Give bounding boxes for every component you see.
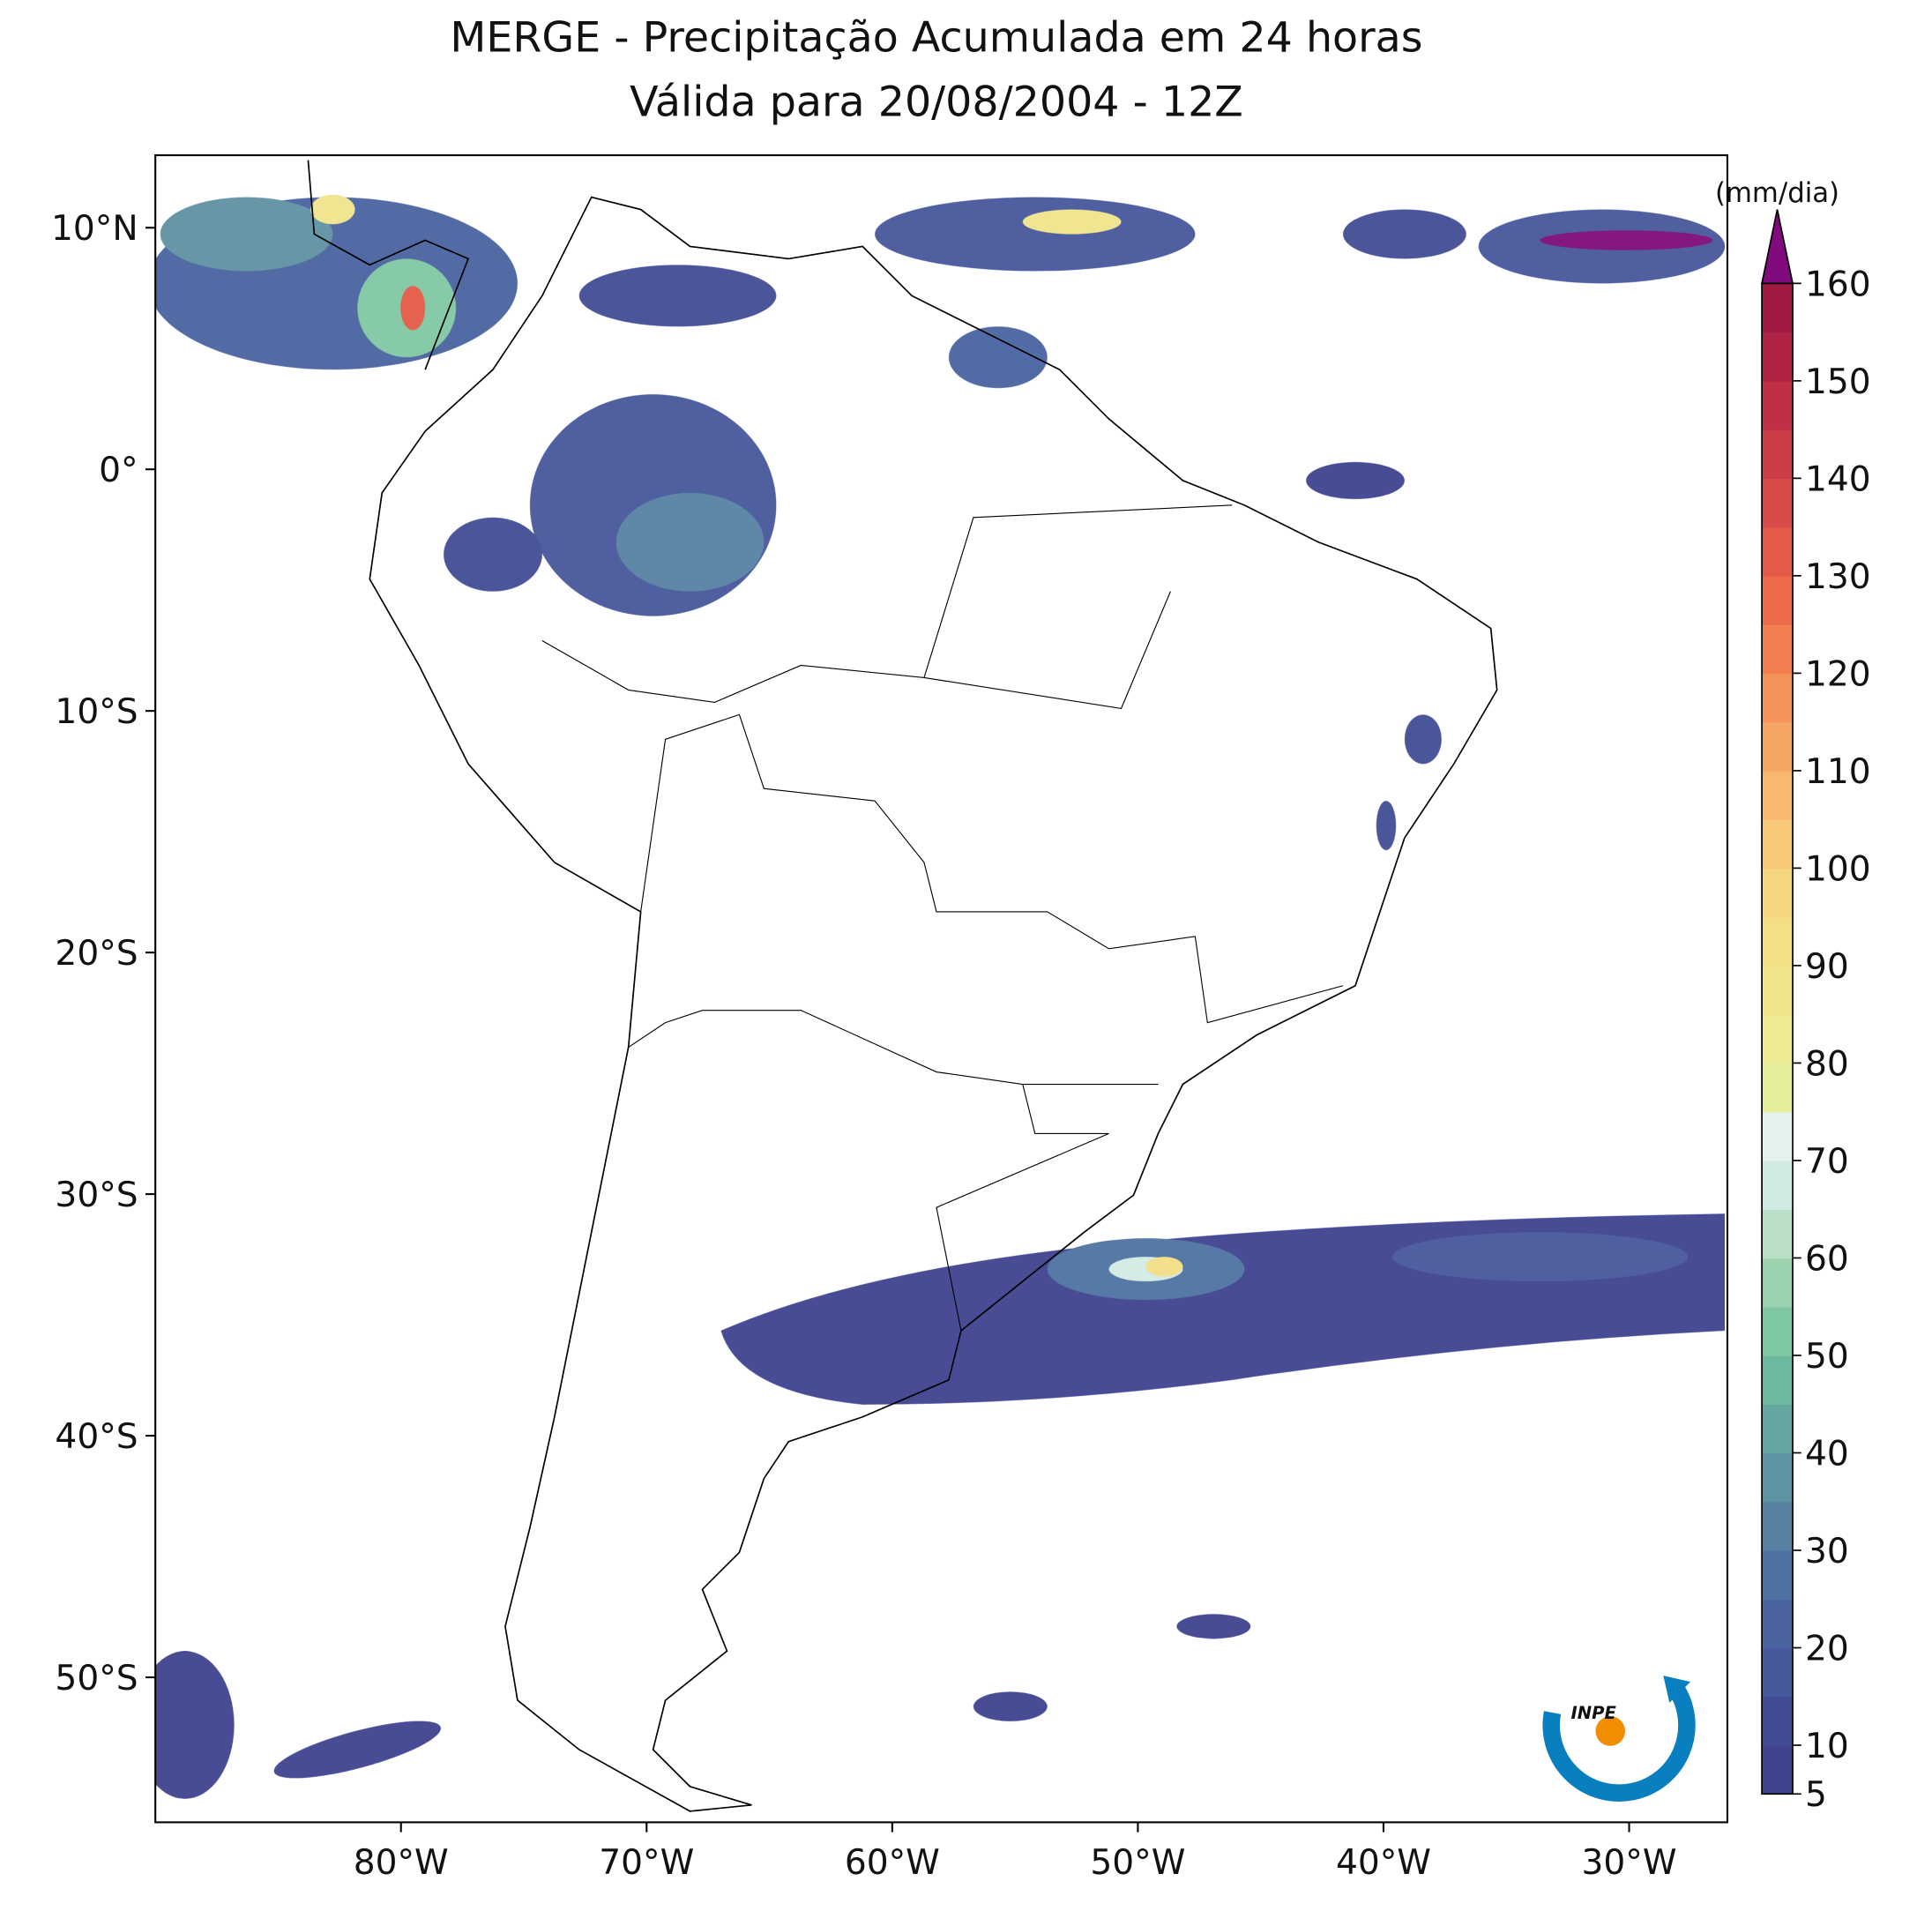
colorbar-bin (1762, 332, 1793, 382)
x-tick-label: 70°W (599, 1843, 694, 1883)
colorbar-bin (1762, 1063, 1793, 1113)
colorbar-bin (1762, 1355, 1793, 1405)
colorbar-bin (1762, 1258, 1793, 1308)
colorbar-tick-label: 60 (1805, 1239, 1849, 1279)
colorbar-bin (1762, 819, 1793, 870)
colorbar-extend (1761, 209, 1794, 285)
y-tick-label: 10°S (55, 692, 138, 732)
colorbar-bin (1762, 721, 1793, 772)
x-tick-label: 80°W (354, 1843, 449, 1883)
map-frame (154, 153, 1728, 1824)
colorbar-bin (1762, 1306, 1793, 1356)
colorbar-bin (1762, 868, 1793, 918)
x-tick-label: 30°W (1582, 1843, 1677, 1883)
colorbar-bin (1762, 770, 1793, 820)
chart-subtitle: Válida para 20/08/2004 - 12Z (630, 78, 1243, 126)
colorbar-tick-label: 160 (1805, 265, 1871, 304)
colorbar-tick-label: 10 (1805, 1727, 1849, 1766)
borders (541, 504, 1344, 1332)
colorbar-bin (1762, 1647, 1793, 1698)
colorbar-tick-label: 5 (1805, 1775, 1827, 1815)
colorbar-bin (1762, 916, 1793, 967)
colorbar-tick-label: 100 (1805, 849, 1871, 889)
colorbar-bin (1762, 429, 1793, 480)
colorbar-tick-label: 80 (1805, 1044, 1849, 1084)
precipitation (155, 194, 1726, 1799)
colorbar-bin (1762, 673, 1793, 723)
colorbar-frame (1761, 282, 1794, 1795)
colorbar-tick-label: 30 (1805, 1532, 1849, 1571)
colorbar-tick-label: 70 (1805, 1142, 1849, 1182)
colorbar-bin (1762, 1745, 1793, 1795)
colorbar-bin (1762, 1599, 1793, 1649)
x-tick-label: 40°W (1336, 1843, 1431, 1883)
colorbar-bin (1762, 478, 1793, 528)
colorbar-bin (1762, 283, 1793, 333)
y-tick-label: 40°S (55, 1417, 138, 1457)
chart-title: MERGE - Precipitação Acumulada em 24 hor… (450, 14, 1422, 63)
colorbar-tick-label: 110 (1805, 752, 1871, 792)
colorbar-tick-label: 130 (1805, 557, 1871, 597)
y-tick-label: 0° (99, 451, 138, 490)
colorbar-tick-label: 120 (1805, 654, 1871, 694)
colorbar-bin (1762, 965, 1793, 1015)
colorbar-bin (1762, 1452, 1793, 1503)
coastline (369, 196, 1498, 1812)
y-tick-label: 30°S (55, 1176, 138, 1215)
colorbar-bin (1762, 1014, 1793, 1064)
colorbar-bin (1762, 1501, 1793, 1551)
colorbar-tick-label: 40 (1805, 1434, 1849, 1474)
colorbar-bin (1762, 1549, 1793, 1600)
map (155, 160, 1726, 1812)
colorbar-tick-label: 150 (1805, 362, 1871, 402)
colorbar-bin (1762, 1696, 1793, 1746)
y-tick-label: 50°S (55, 1659, 138, 1698)
svg-text:INPE: INPE (1571, 1703, 1617, 1723)
colorbar-bin (1762, 380, 1793, 430)
coastline (307, 160, 470, 370)
colorbar-tick-label: 50 (1805, 1337, 1849, 1377)
y-tick-label: 20°S (55, 934, 138, 974)
x-tick-label: 50°W (1090, 1843, 1185, 1883)
colorbar-bin (1762, 1404, 1793, 1454)
x-tick-label: 60°W (845, 1843, 940, 1883)
colorbar-bin (1762, 1209, 1793, 1259)
colorbar-bin (1762, 1111, 1793, 1161)
colorbar-tick-label: 90 (1805, 947, 1849, 987)
colorbar-bin (1762, 624, 1793, 675)
colorbar-tick-label: 20 (1805, 1629, 1849, 1668)
y-tick-label: 10°N (51, 209, 138, 249)
colorbar-tick-label: 140 (1805, 459, 1871, 499)
inpe-logo: INPE (1542, 1676, 1696, 1802)
axes: 80°W 70°W 60°W 50°W 40°W 30°W 10°N 0° 10°S 20°S 30… (51, 177, 1871, 1883)
colorbar-bin (1762, 526, 1793, 577)
colorbar-label: (mm/dia) (1715, 177, 1839, 209)
colorbar-bin (1762, 575, 1793, 625)
colorbar-bin (1762, 1160, 1793, 1210)
